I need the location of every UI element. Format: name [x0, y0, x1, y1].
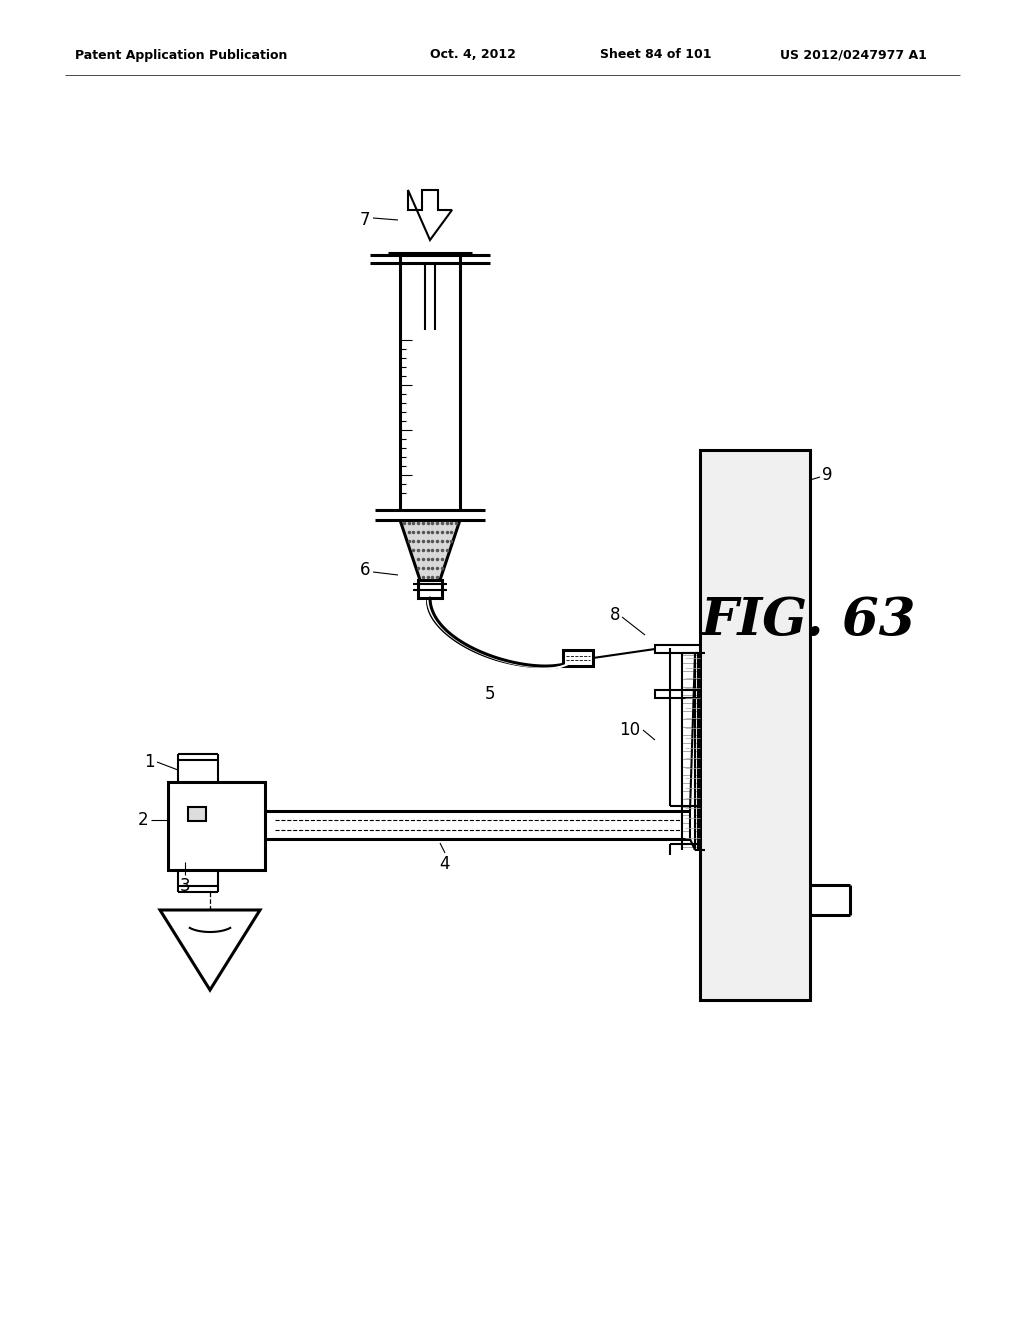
Text: 10: 10 [618, 721, 640, 739]
Polygon shape [408, 190, 452, 240]
Text: 2: 2 [137, 810, 148, 829]
Text: 4: 4 [439, 855, 451, 873]
Bar [655, 690, 700, 698]
Text: US 2012/0247977 A1: US 2012/0247977 A1 [780, 49, 927, 62]
Bar [563, 649, 593, 667]
Text: 7: 7 [359, 211, 370, 228]
Polygon shape [400, 520, 460, 579]
Text: 8: 8 [609, 606, 620, 624]
Text: 9: 9 [822, 466, 833, 484]
Bar [168, 781, 265, 870]
Text: Sheet 84 of 101: Sheet 84 of 101 [600, 49, 712, 62]
Polygon shape [690, 653, 695, 850]
Polygon shape [160, 909, 260, 990]
Text: 5: 5 [484, 685, 496, 704]
Text: Patent Application Publication: Patent Application Publication [75, 49, 288, 62]
Bar [655, 645, 700, 653]
Bar [188, 807, 206, 821]
Bar [700, 450, 810, 1001]
Text: FIG. 63: FIG. 63 [700, 594, 915, 645]
Bar [418, 579, 442, 598]
Text: Oct. 4, 2012: Oct. 4, 2012 [430, 49, 516, 62]
Text: 6: 6 [359, 561, 370, 579]
Text: 3: 3 [179, 876, 190, 895]
Text: 1: 1 [144, 752, 155, 771]
